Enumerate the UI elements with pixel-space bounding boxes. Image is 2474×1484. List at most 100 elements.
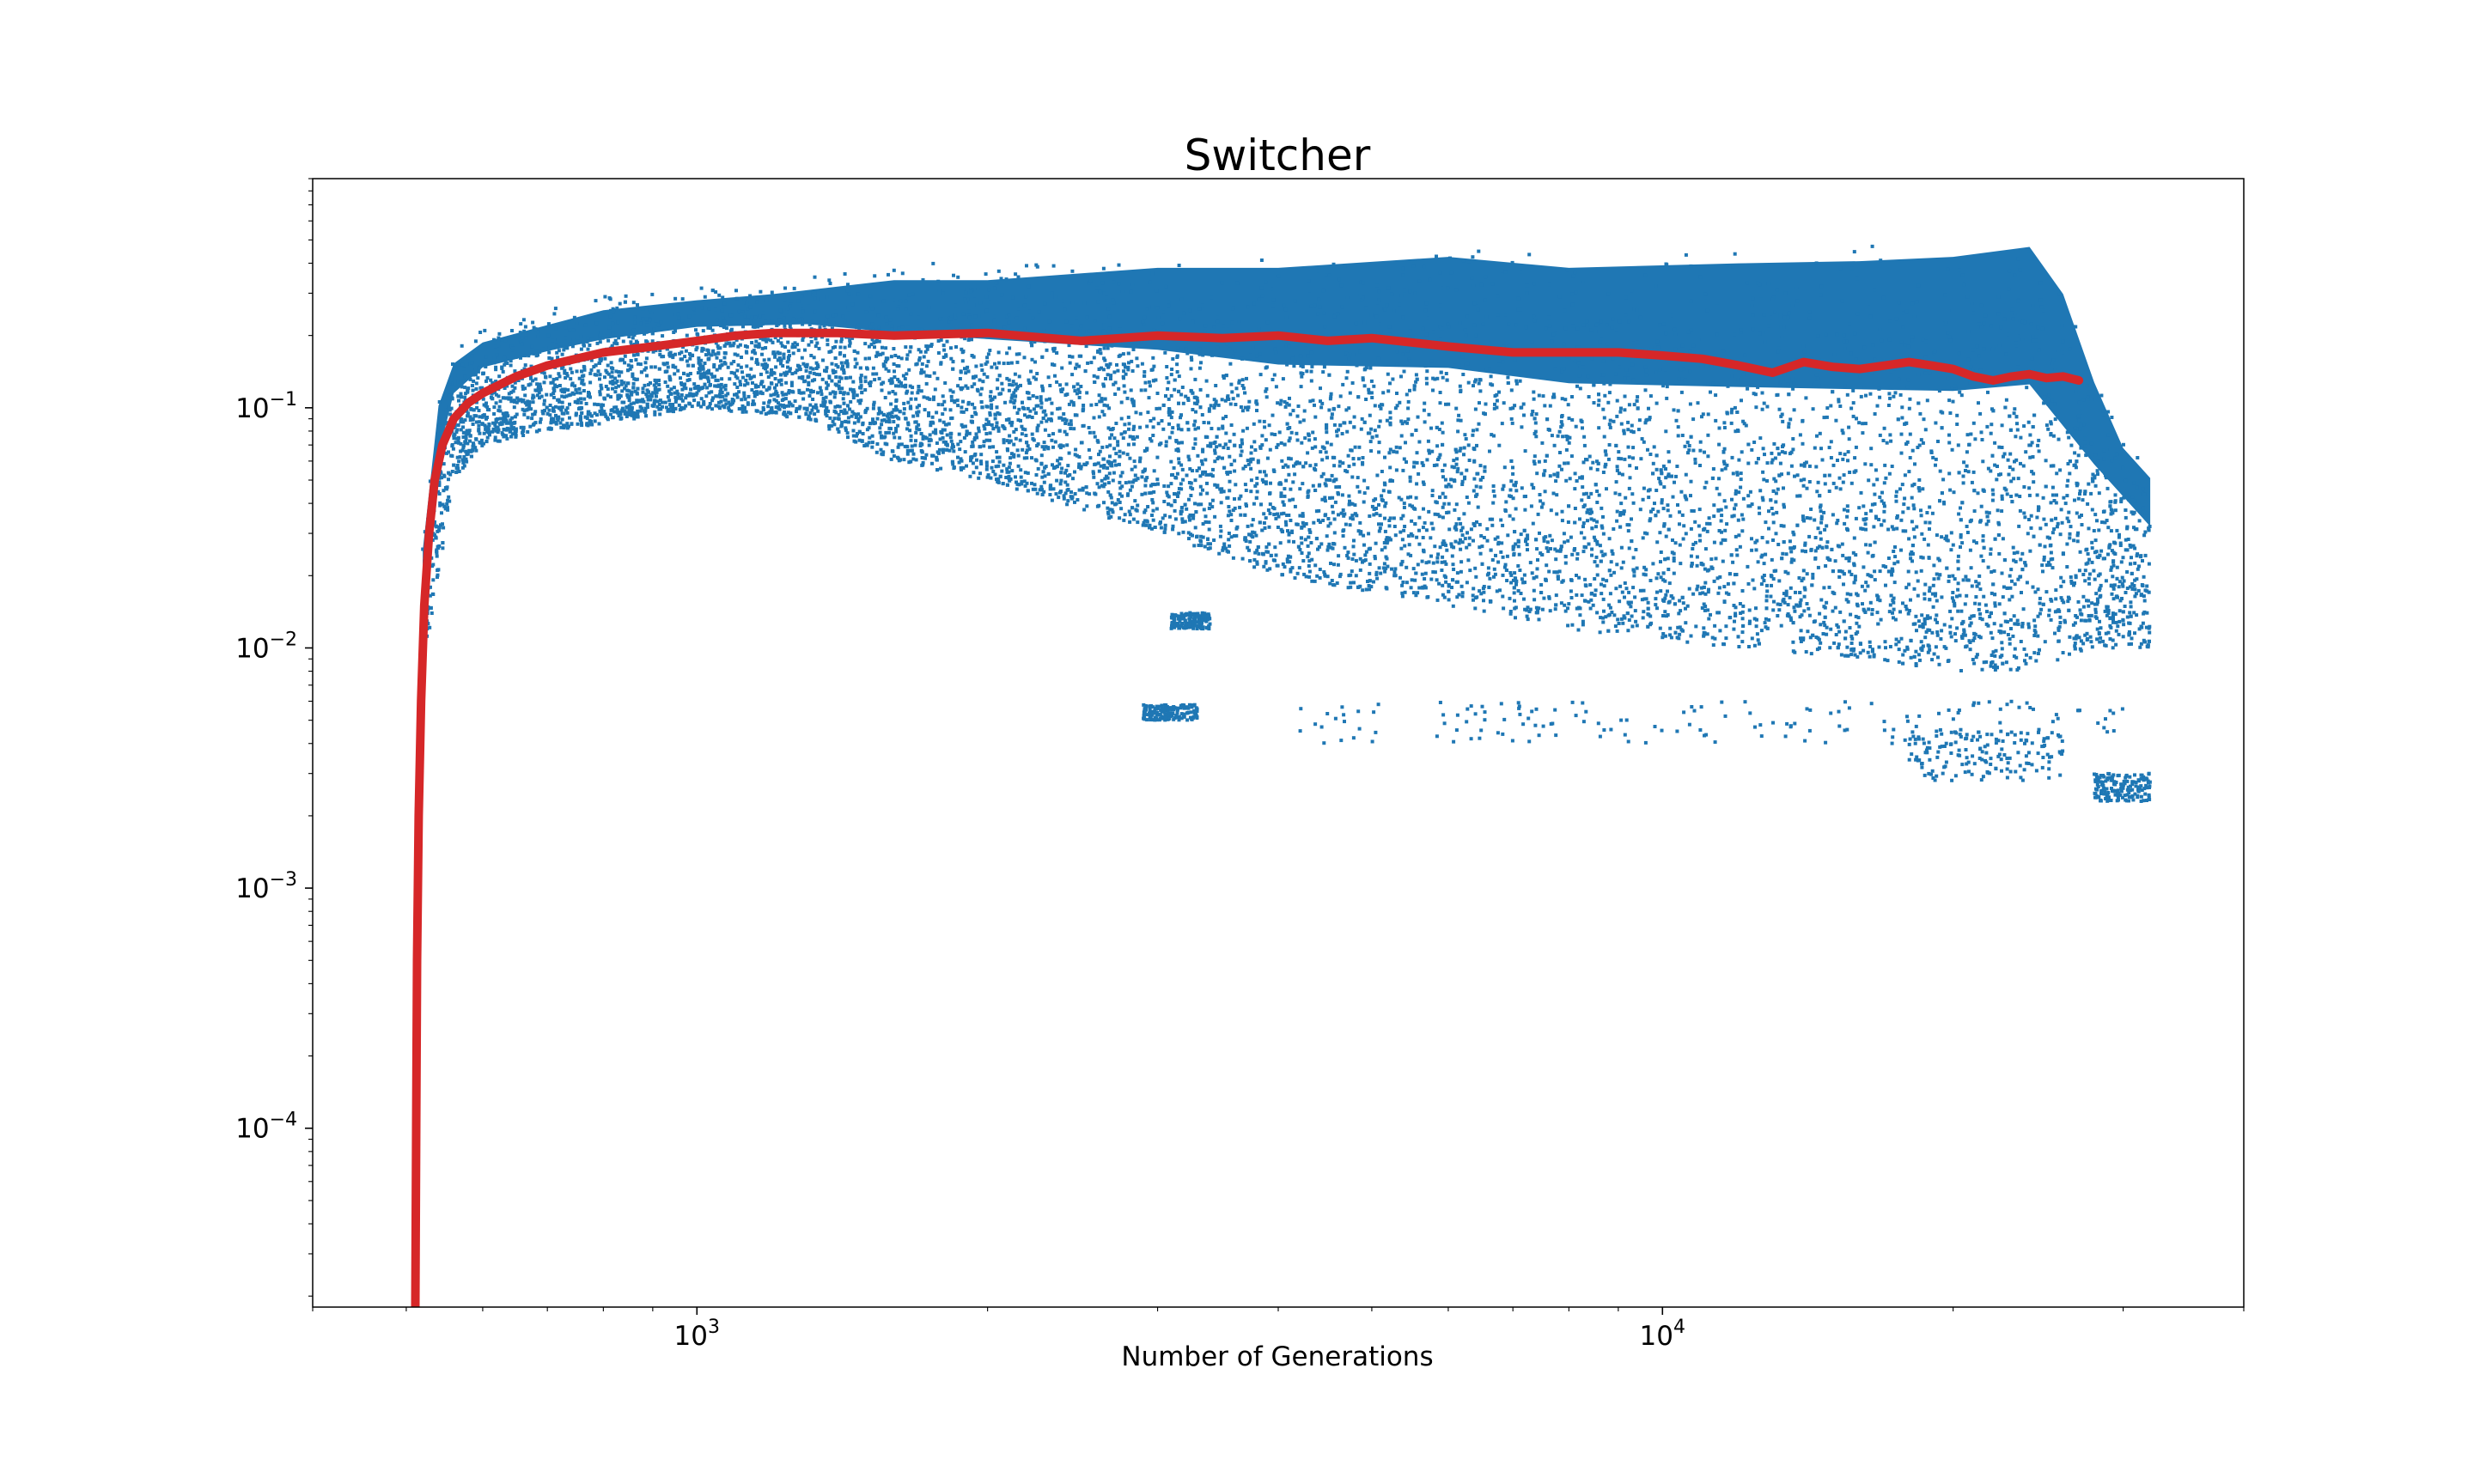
scatter-point [694,348,698,352]
scatter-point [536,349,540,353]
scatter-point [2092,569,2096,573]
scatter-point [2085,599,2088,603]
scatter-point [575,369,579,374]
scatter-point [737,309,741,313]
scatter-point [1383,545,1387,550]
scatter-point [765,370,769,374]
scatter-point [1664,331,1668,336]
scatter-point [1607,423,1612,427]
scatter-point [1281,465,1285,469]
scatter-point [777,401,780,405]
scatter-point [937,289,941,293]
scatter-point [1724,624,1728,629]
scatter-point [1377,450,1381,454]
scatter-point [1689,299,1693,303]
scatter-point [1439,337,1442,341]
scatter-point [466,356,470,360]
scatter-point [1836,519,1840,522]
scatter-point [1978,411,1983,416]
scatter-point [1207,520,1211,525]
scatter-point [1118,492,1122,496]
scatter-point [1765,540,1770,544]
scatter-point [2144,625,2148,629]
scatter-point [1782,592,1786,596]
scatter-point [599,412,603,417]
scatter-point [820,377,825,381]
scatter-point [1900,405,1904,410]
scatter-point [2018,268,2022,272]
scatter-point [1252,440,1257,444]
scatter-point [1200,462,1204,466]
scatter-point [1016,418,1021,423]
scatter-point [2073,621,2077,625]
scatter-point [2130,556,2133,560]
scatter-point [864,442,868,447]
scatter-point [2015,422,2019,426]
scatter-point [710,390,714,394]
scatter-point [855,393,859,398]
scatter-point [543,409,547,412]
scatter-point [1878,395,1882,399]
scatter-point [988,413,992,417]
scatter-point [1423,401,1427,405]
scatter-point [1703,567,1707,571]
scatter-point [1691,344,1696,348]
scatter-point [1181,401,1185,405]
scatter-point [1619,566,1624,570]
scatter-point [907,368,911,372]
scatter-point [492,412,497,416]
scatter-point [916,413,920,417]
scatter-point [899,442,904,447]
scatter-point [1159,526,1163,530]
scatter-point [1666,503,1670,508]
scatter-point [1644,373,1648,377]
scatter-point [952,466,956,471]
scatter-point [741,325,745,329]
scatter-point [1373,556,1377,561]
scatter-point [724,326,728,331]
scatter-point [1446,322,1450,326]
scatter-point [579,397,582,401]
scatter-point [2015,618,2020,623]
scatter-point [1703,526,1707,531]
scatter-point [1845,504,1849,508]
scatter-point [2133,594,2137,599]
scatter-point [467,448,472,453]
scatter-point [2102,412,2105,417]
scatter-point [1882,481,1886,485]
scatter-point [710,407,714,411]
scatter-point [1272,507,1277,511]
scatter-point [1377,522,1380,526]
scatter-point [652,327,656,331]
scatter-point [1703,547,1708,551]
scatter-point [1748,490,1752,494]
scatter-point [2147,528,2151,532]
scatter-point [1566,623,1570,628]
scatter-point [1631,556,1636,560]
scatter-point [1323,496,1327,500]
scatter-point [1484,275,1488,279]
scatter-point [2096,600,2099,605]
scatter-point [1803,587,1807,592]
scatter-point [2013,273,2017,277]
scatter-point [1797,576,1801,580]
scatter-point [738,343,742,347]
scatter-point [1449,542,1453,546]
scatter-point [494,420,498,424]
scatter-point [1110,460,1113,465]
scatter-point [1703,605,1708,608]
scatter-point [1752,441,1757,444]
scatter-point [742,317,746,321]
scatter-point [2103,556,2106,561]
scatter-point [1802,586,1807,590]
scatter-point [468,415,472,419]
scatter-point [478,441,482,444]
scatter-point [1152,469,1156,473]
scatter-point [1508,610,1513,613]
scatter-point [786,411,790,415]
scatter-point [1974,580,1978,584]
scatter-point [1451,604,1455,608]
scatter-point [1945,538,1949,542]
scatter-point [1545,563,1549,568]
scatter-point [2076,599,2081,604]
